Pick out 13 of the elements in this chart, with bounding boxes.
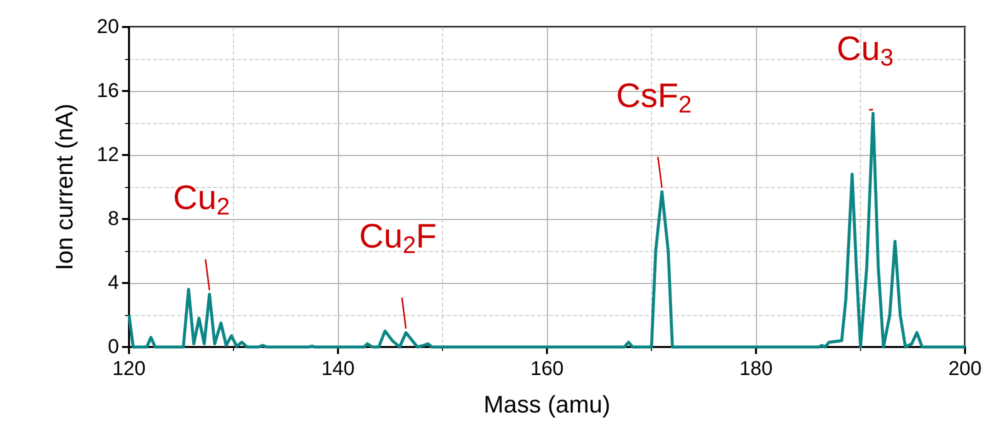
x-tick-label: 180 xyxy=(739,358,773,380)
y-axis-title: Ion current (nA) xyxy=(52,104,78,270)
y-tick-label: 12 xyxy=(96,144,119,166)
x-axis-title: Mass (amu) xyxy=(484,392,610,418)
y-tick-label: 8 xyxy=(108,208,119,230)
x-tick-label: 200 xyxy=(948,358,982,380)
x-tick-label: 160 xyxy=(530,358,564,380)
y-tick-label: 0 xyxy=(108,336,119,358)
y-tick-label: 16 xyxy=(96,80,119,102)
x-tick-label: 120 xyxy=(112,358,146,380)
x-tick-label: 140 xyxy=(321,358,355,380)
y-tick-label: 4 xyxy=(108,272,119,294)
y-tick-label: 20 xyxy=(96,16,119,38)
